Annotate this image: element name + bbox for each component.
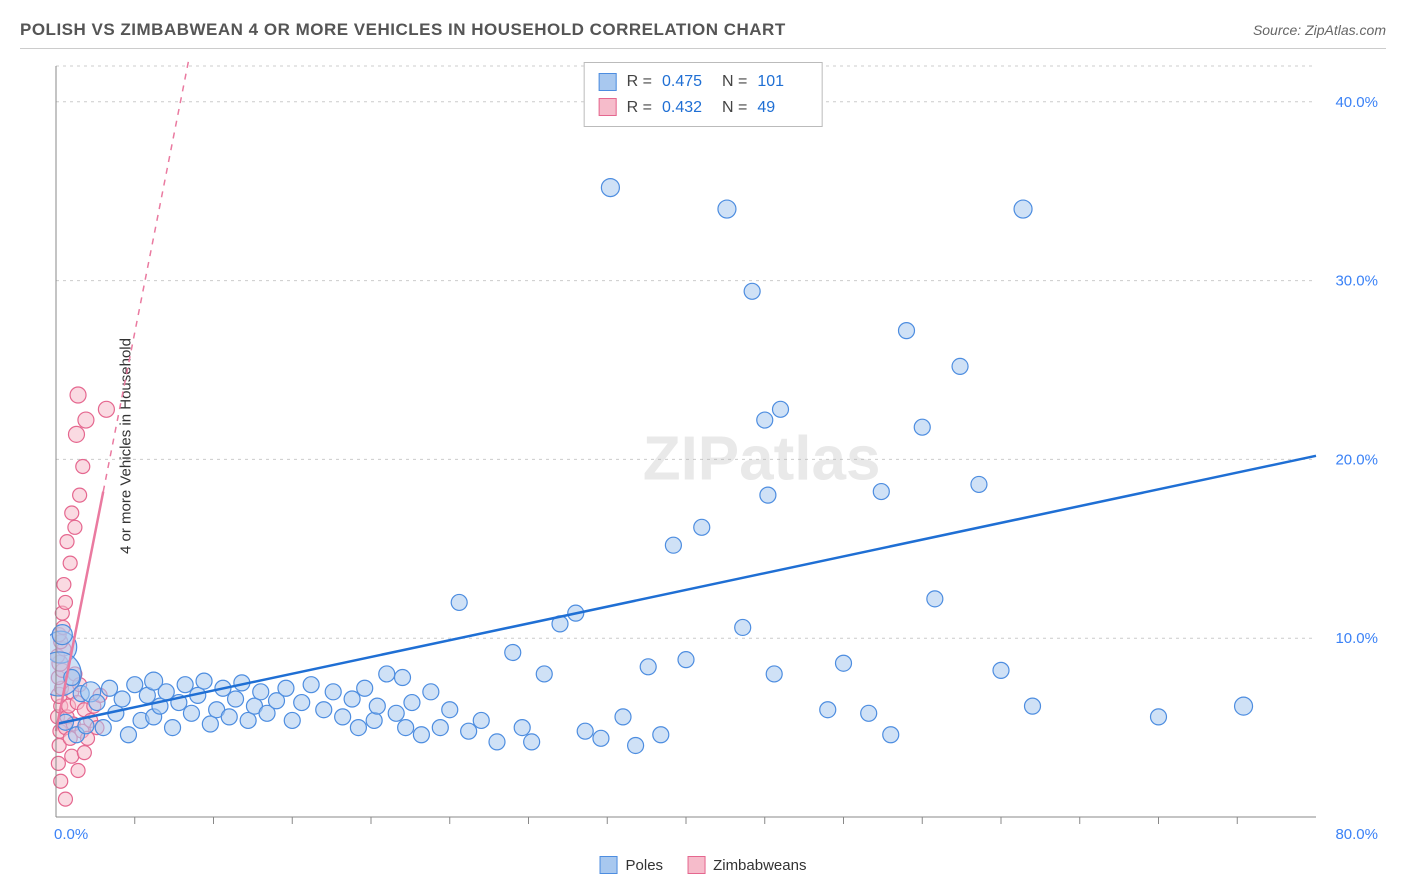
legend-swatch-poles-icon — [600, 856, 618, 874]
n-value-zimbabweans: 49 — [757, 95, 807, 121]
svg-text:ZIPatlas: ZIPatlas — [643, 424, 881, 493]
svg-text:0.0%: 0.0% — [54, 826, 88, 843]
svg-text:10.0%: 10.0% — [1335, 630, 1378, 647]
series-legend: Poles Zimbabweans — [600, 856, 807, 874]
legend-swatch-zimbabweans-icon — [687, 856, 705, 874]
chart-plot-area: 10.0% 20.0% 30.0% 40.0% ZIPatlas 0.0% 80.0% — [50, 60, 1386, 847]
source-prefix: Source: — [1253, 22, 1305, 38]
swatch-poles-icon — [599, 73, 617, 91]
svg-text:30.0%: 30.0% — [1335, 273, 1378, 290]
source-attribution: Source: ZipAtlas.com — [1253, 22, 1386, 38]
legend-item-zimbabweans: Zimbabweans — [687, 856, 806, 874]
n-label: N = — [722, 95, 747, 121]
n-label: N = — [722, 69, 747, 95]
legend-label-poles: Poles — [626, 857, 664, 874]
svg-text:20.0%: 20.0% — [1335, 451, 1378, 468]
n-value-poles: 101 — [757, 69, 807, 95]
chart-header: POLISH VS ZIMBABWEAN 4 OR MORE VEHICLES … — [20, 20, 1386, 49]
swatch-zimbabweans-icon — [599, 98, 617, 116]
legend-label-zimbabweans: Zimbabweans — [713, 857, 806, 874]
svg-text:80.0%: 80.0% — [1335, 826, 1378, 843]
stats-row-zimbabweans: R = 0.432 N = 49 — [599, 95, 808, 121]
scatter-svg: 10.0% 20.0% 30.0% 40.0% ZIPatlas 0.0% 80.0% — [50, 60, 1386, 847]
r-label: R = — [627, 95, 652, 121]
stats-row-poles: R = 0.475 N = 101 — [599, 69, 808, 95]
r-value-poles: 0.475 — [662, 69, 712, 95]
source-link[interactable]: ZipAtlas.com — [1305, 22, 1386, 38]
svg-text:40.0%: 40.0% — [1335, 94, 1378, 111]
chart-title: POLISH VS ZIMBABWEAN 4 OR MORE VEHICLES … — [20, 20, 786, 40]
r-label: R = — [627, 69, 652, 95]
correlation-stats-box: R = 0.475 N = 101 R = 0.432 N = 49 — [584, 62, 823, 127]
r-value-zimbabweans: 0.432 — [662, 95, 712, 121]
legend-item-poles: Poles — [600, 856, 664, 874]
